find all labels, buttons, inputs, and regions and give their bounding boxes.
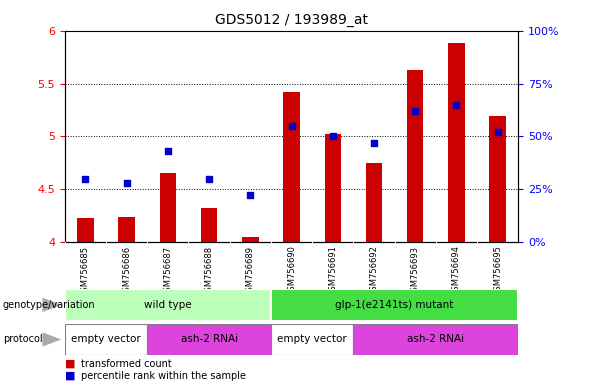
- Text: percentile rank within the sample: percentile rank within the sample: [81, 371, 246, 381]
- Title: GDS5012 / 193989_at: GDS5012 / 193989_at: [215, 13, 368, 27]
- Text: protocol: protocol: [3, 334, 42, 344]
- Bar: [283, 92, 300, 242]
- Point: [369, 140, 379, 146]
- Point: [246, 192, 255, 199]
- Text: genotype/variation: genotype/variation: [3, 300, 95, 310]
- Text: GSM756689: GSM756689: [246, 246, 255, 296]
- Polygon shape: [42, 332, 61, 347]
- Text: ash-2 RNAi: ash-2 RNAi: [408, 334, 464, 344]
- Bar: [366, 163, 382, 242]
- Text: glp-1(e2141ts) mutant: glp-1(e2141ts) mutant: [336, 300, 454, 310]
- Polygon shape: [42, 298, 61, 312]
- Bar: [77, 218, 94, 242]
- Text: GSM756685: GSM756685: [81, 246, 90, 296]
- Bar: [118, 217, 135, 242]
- Text: wild type: wild type: [144, 300, 191, 310]
- Text: ash-2 RNAi: ash-2 RNAi: [181, 334, 237, 344]
- Point: [411, 108, 420, 114]
- Point: [287, 123, 296, 129]
- Text: GSM756692: GSM756692: [369, 246, 379, 296]
- Point: [163, 148, 173, 154]
- Bar: [147, 324, 271, 355]
- Text: empty vector: empty vector: [277, 334, 347, 344]
- Bar: [160, 173, 176, 242]
- Text: GSM756691: GSM756691: [328, 246, 337, 296]
- Bar: [65, 289, 271, 321]
- Bar: [407, 70, 423, 242]
- Text: empty vector: empty vector: [71, 334, 141, 344]
- Bar: [489, 116, 506, 242]
- Bar: [242, 237, 259, 242]
- Point: [328, 133, 337, 139]
- Text: GSM756690: GSM756690: [287, 246, 296, 296]
- Text: GSM756686: GSM756686: [122, 246, 131, 297]
- Bar: [65, 324, 147, 355]
- Text: GSM756687: GSM756687: [163, 246, 173, 297]
- Text: GSM756688: GSM756688: [204, 246, 214, 297]
- Bar: [353, 324, 518, 355]
- Point: [81, 175, 90, 182]
- Bar: [201, 208, 217, 242]
- Text: GSM756693: GSM756693: [411, 246, 420, 296]
- Text: GSM756695: GSM756695: [493, 246, 502, 296]
- Text: ■: ■: [65, 371, 75, 381]
- Point: [452, 101, 461, 108]
- Text: ■: ■: [65, 359, 75, 369]
- Bar: [325, 134, 341, 242]
- Point: [122, 180, 131, 186]
- Point: [493, 129, 502, 135]
- Bar: [448, 43, 465, 242]
- Text: GSM756694: GSM756694: [452, 246, 461, 296]
- Bar: [271, 289, 518, 321]
- Point: [204, 175, 214, 182]
- Text: transformed count: transformed count: [81, 359, 172, 369]
- Bar: [271, 324, 353, 355]
